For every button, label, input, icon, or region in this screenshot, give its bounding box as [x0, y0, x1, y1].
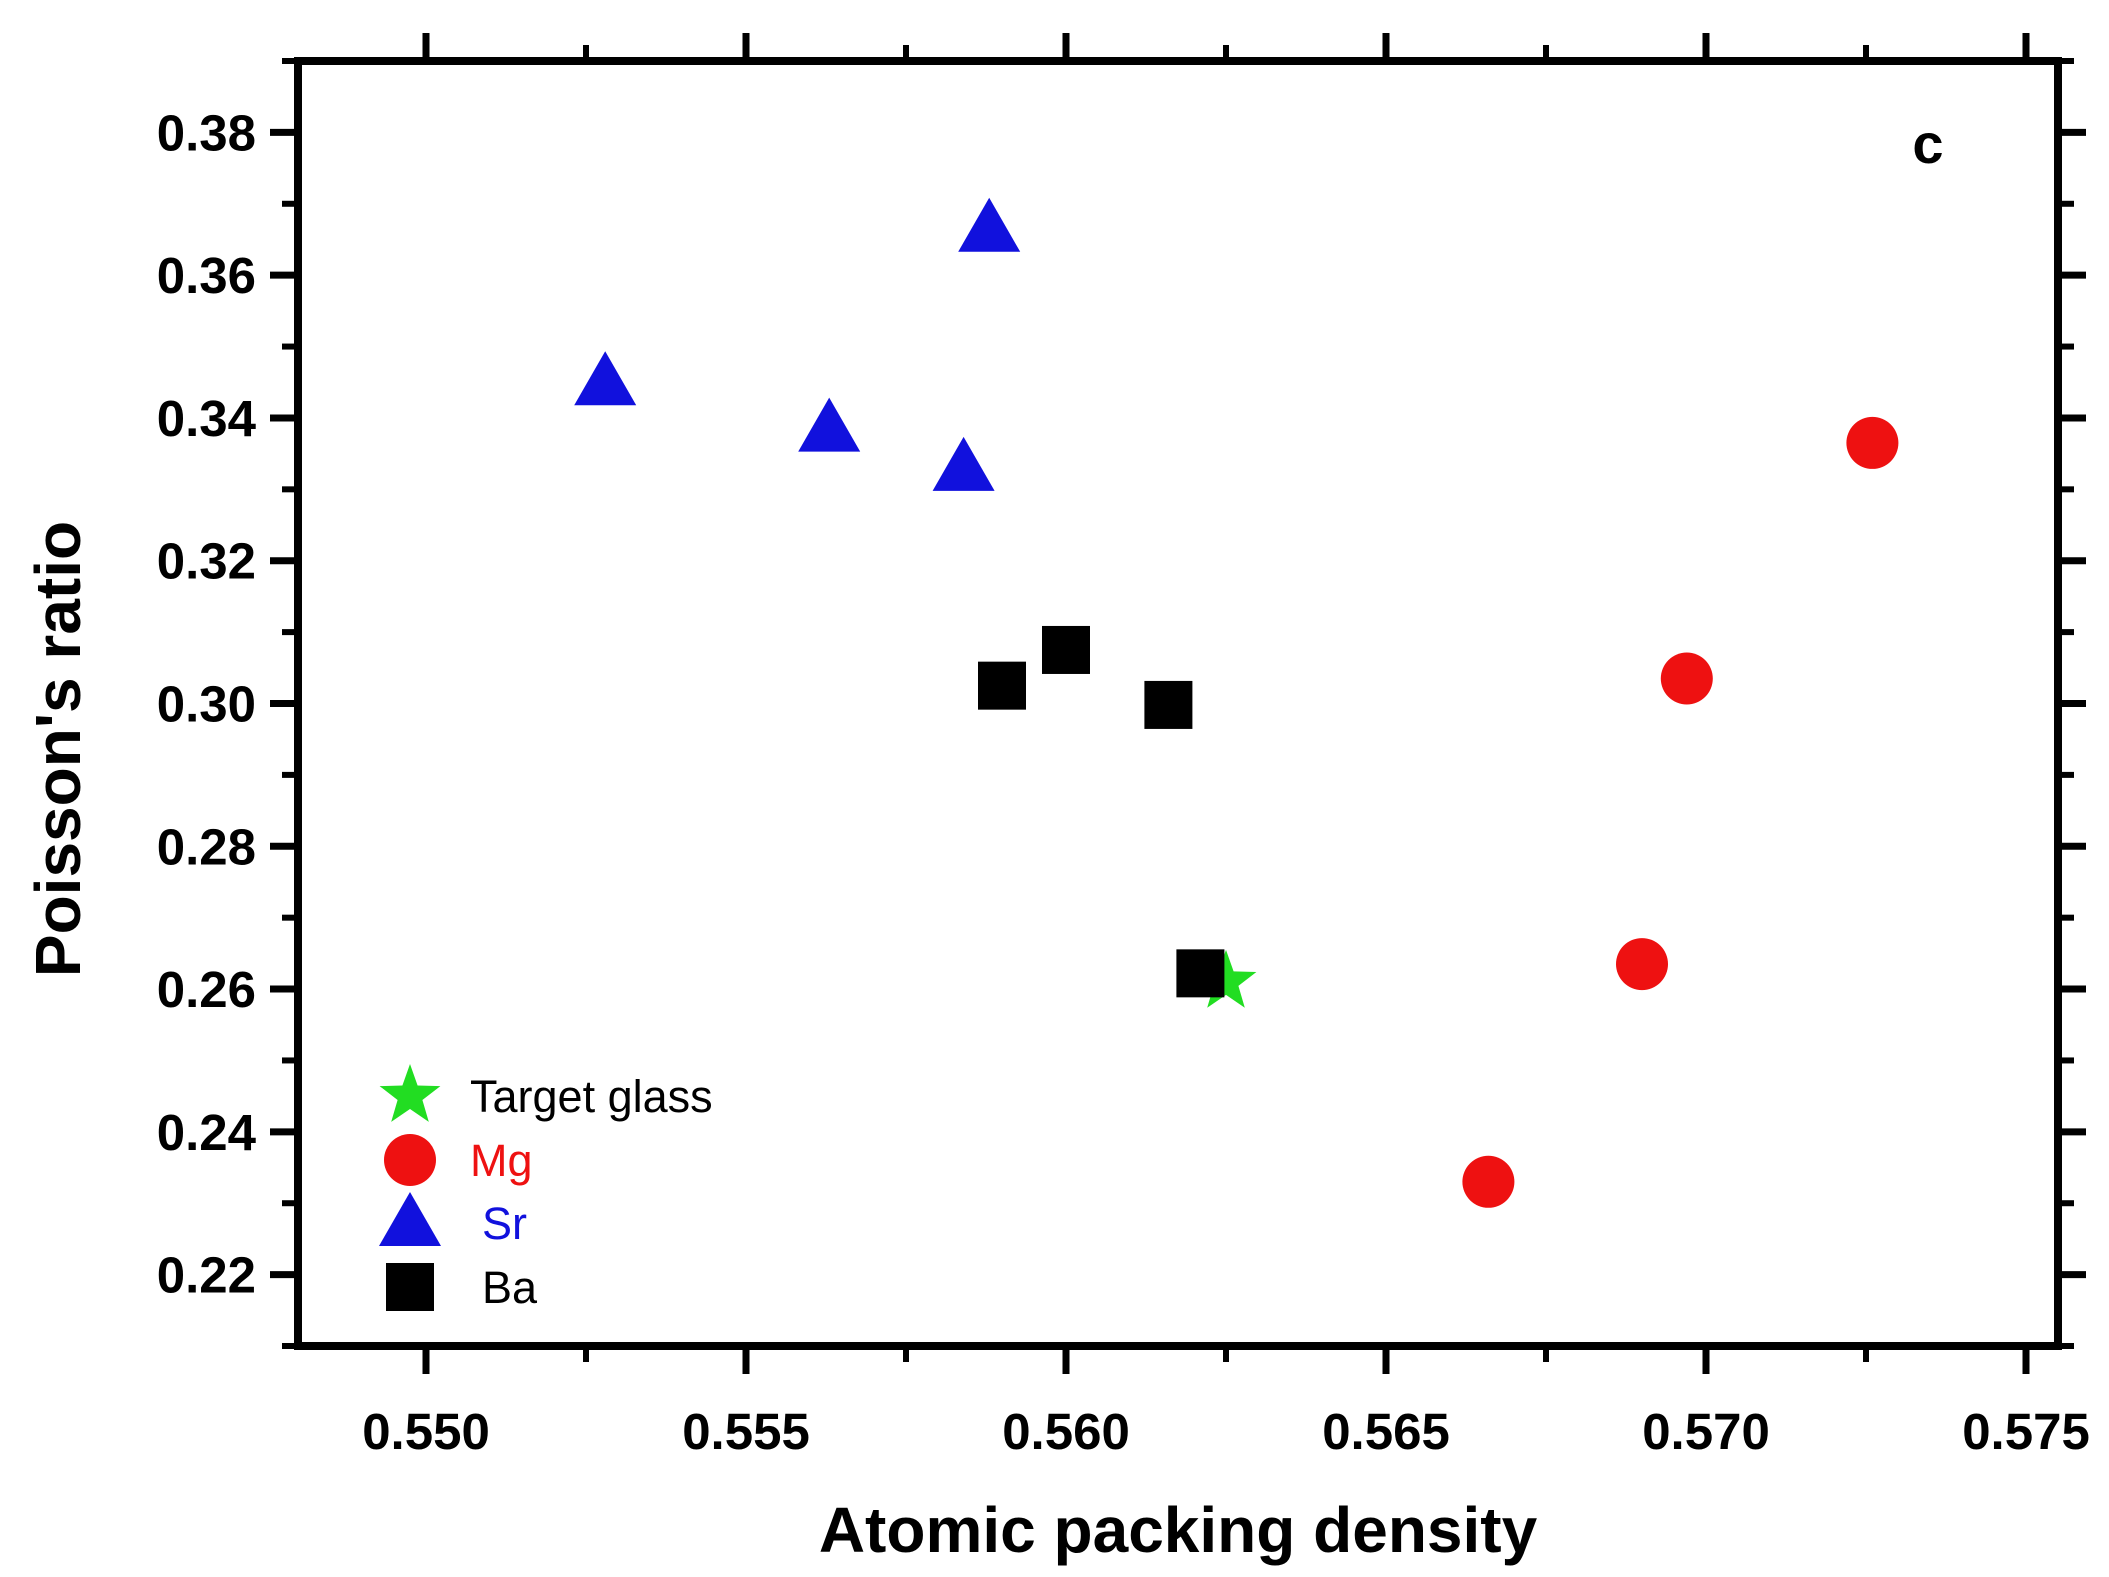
legend-label-ba: Ba [482, 1262, 538, 1313]
legend-marker-mg [384, 1134, 436, 1186]
y-axis-title: Poisson's ratio [22, 521, 94, 977]
legend-marker-target-glass [379, 1064, 441, 1122]
y-tick-label: 0.30 [157, 676, 256, 733]
axis-ticks [270, 33, 2086, 1374]
legend-marker-ba [386, 1263, 434, 1311]
y-tick-label: 0.24 [157, 1104, 257, 1161]
data-point-mg [1462, 1155, 1515, 1208]
x-tick-label: 0.565 [1322, 1403, 1450, 1460]
data-point-sr [932, 436, 995, 491]
data-point-ba [1176, 949, 1225, 998]
x-tick-label: 0.550 [362, 1403, 490, 1460]
y-tick-label: 0.32 [157, 533, 256, 590]
y-tick-label: 0.38 [157, 104, 256, 161]
data-points [574, 197, 1899, 1208]
data-point-sr [574, 351, 637, 406]
data-point-ba [1042, 625, 1090, 674]
y-tick-label: 0.36 [157, 247, 256, 304]
legend-markers [379, 1064, 441, 1311]
y-tick-label: 0.28 [157, 818, 256, 875]
data-point-mg [1846, 416, 1899, 469]
x-tick-label: 0.575 [1962, 1403, 2090, 1460]
legend-marker-sr [379, 1192, 441, 1246]
data-point-ba [978, 661, 1026, 710]
x-tick-label: 0.560 [1002, 1403, 1130, 1460]
x-tick-label: 0.570 [1642, 1403, 1770, 1460]
x-axis-title: Atomic packing density [819, 1494, 1538, 1566]
y-tick-label: 0.22 [157, 1247, 256, 1304]
y-tick-label: 0.34 [157, 390, 257, 447]
legend: Target glass Mg Sr Ba [379, 1064, 713, 1313]
legend-label-sr: Sr [482, 1198, 527, 1249]
data-point-ba [1144, 680, 1193, 729]
y-tick-label: 0.26 [157, 961, 256, 1018]
data-point-sr [798, 397, 861, 452]
legend-label-target-glass: Target glass [470, 1071, 713, 1122]
panel-label: c [1912, 112, 1943, 175]
x-tick-label: 0.555 [682, 1403, 810, 1460]
data-point-mg [1616, 938, 1668, 991]
legend-label-mg: Mg [470, 1135, 533, 1186]
data-point-sr [958, 197, 1021, 252]
data-point-mg [1660, 652, 1713, 705]
data-point-target-glass [1195, 949, 1257, 1008]
axis-tick-labels: 0.550 0.555 0.560 0.565 0.570 0.575 0.22 0.24 0.… [157, 104, 2090, 1460]
